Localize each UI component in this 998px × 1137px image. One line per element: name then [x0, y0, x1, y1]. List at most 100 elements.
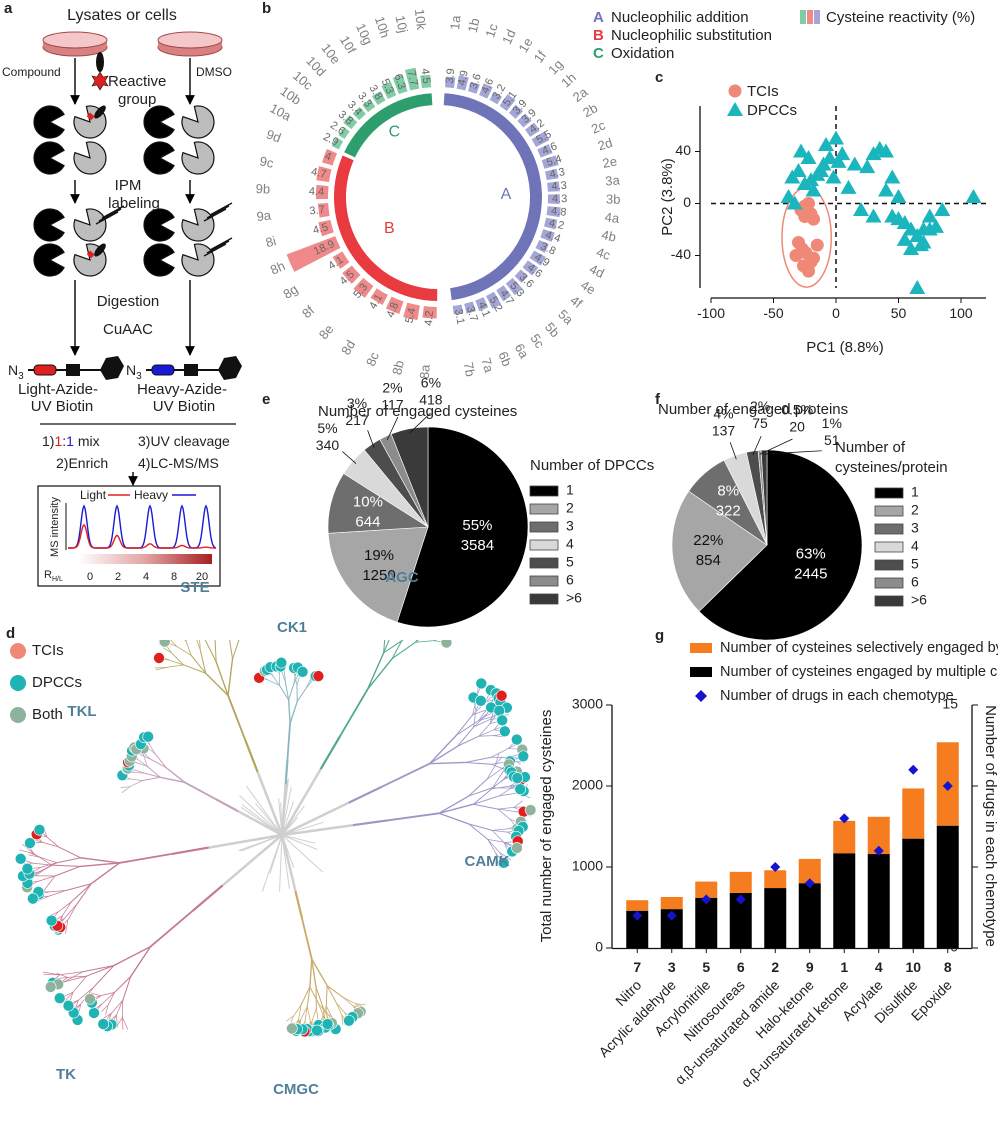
kinase-branch: [431, 627, 445, 631]
text-part: 1: [66, 433, 74, 449]
kinase-branch: [229, 640, 234, 660]
compound-label: 8g: [280, 281, 300, 301]
leader-line: [759, 438, 793, 455]
bound-compound: [94, 243, 106, 257]
kinase-branch: [215, 661, 229, 697]
protein: [143, 243, 175, 277]
kinase-branch: [205, 672, 229, 697]
kinase-branch: [227, 658, 234, 697]
probe-label: Reactive: [108, 73, 166, 90]
legend-swatch: [529, 593, 559, 605]
legend-label: Number of drugs in each chemotype: [720, 688, 954, 704]
protein: [181, 243, 215, 277]
kinase-branch: [51, 864, 81, 867]
kinase-dot: [191, 620, 202, 631]
kinase-branch: [56, 972, 68, 978]
ratio-label: RH/L: [44, 569, 63, 583]
reactivity-bar: [464, 301, 476, 314]
kinase-branch: [311, 958, 317, 988]
kinase-branch: [192, 625, 195, 635]
y-tick-label: 2000: [572, 777, 603, 793]
kinase-branch: [21, 843, 35, 854]
legend-swatch: [529, 485, 559, 497]
kinase-branch: [339, 688, 369, 738]
kinase-branch: [161, 646, 172, 654]
kinase-branch: [468, 787, 493, 797]
compound-label: 1f: [531, 48, 550, 66]
kinase-branch: [55, 977, 68, 980]
kinase-dot: [311, 1024, 323, 1037]
point: [840, 179, 857, 194]
kinase-dot: [193, 605, 204, 616]
kinase-branch: [216, 611, 222, 620]
kinase-branch: [190, 654, 207, 674]
ratio-scale: [78, 554, 212, 564]
count-label: 1250: [362, 567, 395, 584]
kinase-dot: [219, 599, 230, 610]
value-label: 4.6: [540, 140, 559, 157]
kinase-branch: [284, 759, 289, 785]
kinase-branch: [286, 722, 291, 761]
kinase-branch: [118, 853, 173, 864]
count-label: 217: [345, 412, 369, 428]
kinase-branch: [195, 622, 197, 634]
legend-swatch: [874, 559, 904, 571]
value-label: 5.4: [545, 153, 563, 169]
core-branch: [281, 823, 354, 837]
leader-line: [386, 416, 399, 441]
kinase-branch: [121, 786, 131, 794]
percent-label: 6%: [421, 375, 441, 391]
bound-warhead: [86, 112, 95, 121]
kinase-branch: [473, 715, 486, 728]
kinase-branch: [214, 640, 217, 663]
kinase-branch: [122, 1017, 129, 1030]
kinase-branch: [192, 884, 224, 912]
reactivity-bar: [522, 260, 539, 276]
kinase-dot: [158, 640, 171, 648]
legend-marker: [695, 690, 707, 702]
protein: [33, 208, 65, 242]
text-part: :: [62, 433, 66, 449]
kinase-group-label: CK1: [277, 619, 307, 636]
category-id: 5: [702, 959, 710, 975]
kinase-branch: [311, 958, 328, 987]
value-label: 4.7: [310, 166, 327, 181]
legend-swatch: [529, 539, 559, 551]
kinase-branch: [90, 862, 121, 885]
reactivity-bar: [541, 155, 559, 169]
kinase-branch: [491, 785, 510, 790]
kinase-branch: [146, 765, 161, 778]
reactivity-bar: [496, 285, 512, 302]
legend-key: C: [593, 45, 604, 62]
kinase-branch: [18, 849, 35, 854]
core-branch: [237, 810, 283, 837]
kinase-branch: [287, 699, 291, 725]
kinase-branch: [293, 675, 298, 686]
treatment-label: DMSO: [196, 65, 232, 79]
kinase-branch: [472, 788, 493, 805]
kinase-branch: [224, 604, 226, 617]
text-part: R: [44, 569, 52, 581]
kinase-branch: [220, 614, 227, 623]
compound-label: 4f: [567, 292, 585, 311]
legend-label: 1: [911, 484, 919, 500]
compound-label: 4d: [587, 261, 606, 281]
bar: [626, 900, 649, 911]
kinase-branch: [80, 857, 121, 864]
kinase-branch: [491, 773, 503, 790]
kinase-branch: [150, 759, 167, 769]
core-branch: [281, 834, 318, 851]
kinase-branch: [133, 771, 146, 774]
step-label: Digestion: [97, 293, 160, 310]
value-label: 4.2: [423, 310, 436, 326]
kinase-branch: [196, 640, 201, 651]
bar: [867, 816, 890, 855]
kinase-branch: [28, 854, 42, 858]
kinase-branch: [101, 991, 115, 1005]
y-axis-label: PC2 (3.8%): [659, 158, 676, 236]
kinase-branch: [148, 743, 157, 755]
kinase-branch: [213, 614, 222, 620]
scale-tick-label: 4: [143, 571, 149, 583]
point: [865, 208, 882, 223]
